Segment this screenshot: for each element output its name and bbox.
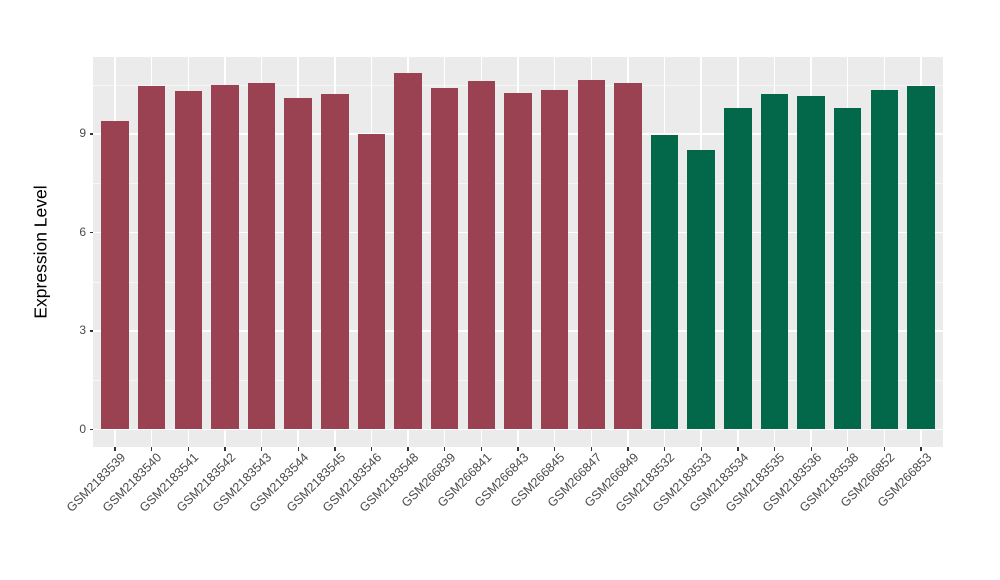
x-axis-tick (920, 447, 922, 451)
x-axis-tick (700, 447, 702, 451)
bar-GSM266847 (577, 79, 605, 430)
y-axis-tick (90, 133, 93, 135)
bar-GSM266839 (430, 87, 459, 430)
y-axis-tick (90, 231, 93, 234)
x-axis-tick (517, 447, 519, 451)
y-tick-label: 0 (79, 421, 86, 436)
x-axis-tick (554, 447, 556, 451)
bar-GSM2183533 (687, 150, 715, 430)
y-tick-label: 6 (79, 224, 86, 239)
bar-GSM2183548 (394, 73, 422, 430)
x-axis-tick (480, 447, 483, 451)
bar-GSM266845 (540, 89, 569, 430)
bar-GSM2183546 (357, 133, 386, 430)
bar-GSM2183541 (174, 91, 202, 430)
x-axis-tick (334, 447, 336, 451)
bar-GSM2183532 (650, 135, 679, 430)
x-axis-tick (883, 447, 886, 451)
x-axis-tick (810, 447, 812, 451)
bar-GSM266843 (504, 92, 532, 430)
x-axis-tick (444, 447, 446, 451)
bar-GSM266853 (907, 86, 935, 430)
bar-GSM2183539 (101, 120, 129, 430)
bar-GSM266852 (870, 89, 899, 430)
x-axis-tick (224, 447, 226, 451)
bar-GSM2183534 (724, 107, 752, 430)
x-axis-tick (590, 447, 592, 451)
x-axis-tick (773, 447, 776, 451)
bar-GSM2183542 (211, 84, 239, 430)
bar-GSM2183543 (247, 82, 276, 430)
y-axis-tick (90, 330, 93, 332)
bar-GSM2183540 (137, 86, 166, 430)
x-axis-tick (260, 447, 263, 451)
x-axis-tick (370, 447, 373, 451)
y-tick-label: 3 (79, 323, 86, 338)
bar-GSM2183545 (321, 94, 349, 430)
bar-GSM266841 (467, 81, 496, 430)
bar-GSM266849 (614, 82, 642, 430)
x-axis-tick (297, 447, 299, 451)
bar-GSM2183544 (284, 97, 312, 430)
x-axis-tick (407, 447, 409, 451)
x-axis-tick (627, 447, 629, 451)
bar-GSM2183535 (760, 94, 789, 430)
y-axis-title: Expression Level (30, 185, 51, 319)
bar-GSM2183536 (797, 96, 825, 430)
x-axis-tick (151, 447, 153, 451)
x-axis-tick (187, 447, 189, 451)
x-axis-tick (114, 447, 116, 451)
plot-panel (93, 57, 943, 447)
bar-GSM2183538 (834, 107, 862, 430)
y-tick-label: 9 (79, 126, 86, 141)
x-axis-tick (737, 447, 739, 451)
y-axis-tick (90, 428, 93, 430)
x-axis-tick (663, 447, 666, 451)
x-axis-tick (847, 447, 849, 451)
